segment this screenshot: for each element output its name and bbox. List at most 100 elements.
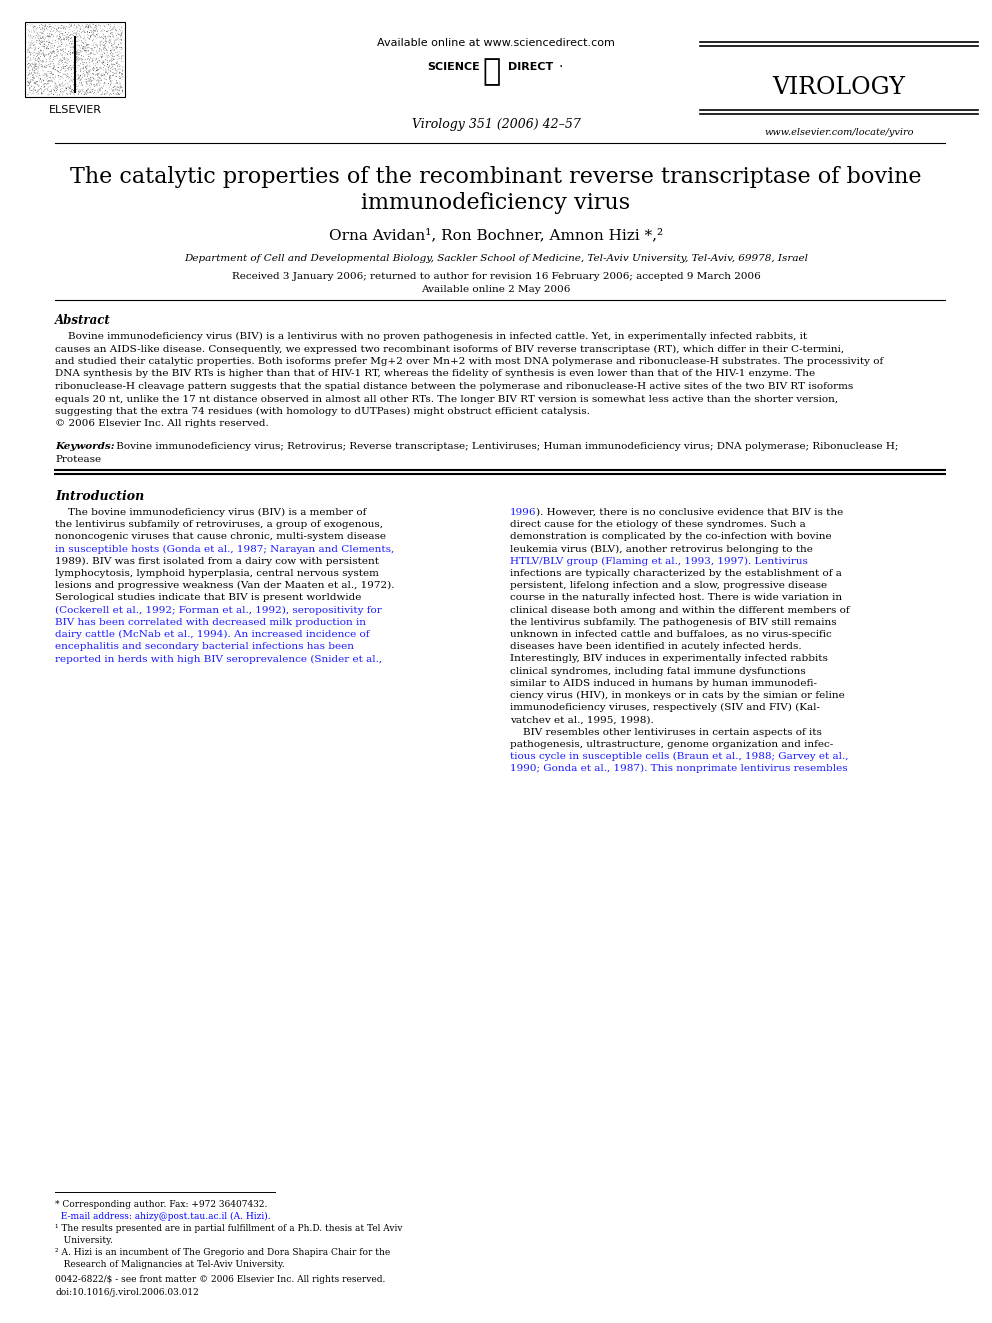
Point: [69, 46, 85, 67]
Point: [70, 15, 86, 36]
Point: [84, 62, 100, 83]
Point: [36, 28, 52, 49]
Point: [63, 57, 79, 78]
Point: [108, 75, 124, 97]
Point: [115, 61, 131, 82]
Point: [109, 56, 125, 77]
Point: [36, 36, 52, 57]
Point: [60, 32, 75, 53]
Point: [67, 33, 83, 54]
Point: [43, 33, 59, 54]
Point: [78, 42, 94, 64]
Point: [65, 25, 81, 46]
Point: [52, 85, 67, 106]
Point: [109, 61, 125, 82]
Point: [59, 78, 74, 99]
Point: [93, 25, 109, 46]
Point: [30, 24, 46, 45]
Point: [110, 21, 126, 42]
Point: [43, 75, 59, 97]
Point: [77, 16, 93, 37]
Point: [97, 60, 113, 81]
Point: [109, 56, 125, 77]
Point: [91, 15, 107, 36]
Point: [73, 73, 89, 94]
Point: [62, 52, 77, 73]
Point: [70, 69, 86, 90]
Text: encephalitis and secondary bacterial infections has been: encephalitis and secondary bacterial inf…: [55, 642, 354, 651]
Point: [97, 79, 113, 101]
Point: [81, 62, 97, 83]
Point: [35, 50, 51, 71]
Point: [77, 60, 93, 81]
Point: [103, 16, 119, 37]
Point: [104, 45, 120, 66]
Point: [81, 22, 97, 44]
Point: [92, 73, 108, 94]
Point: [90, 37, 106, 58]
Point: [27, 64, 43, 85]
Point: [112, 54, 128, 75]
Point: [52, 28, 67, 49]
Point: [104, 78, 120, 99]
Point: [50, 48, 65, 69]
Point: [114, 64, 130, 85]
Point: [88, 33, 104, 54]
Point: [103, 73, 119, 94]
Point: [52, 50, 67, 71]
Point: [66, 25, 82, 46]
Point: [83, 79, 99, 101]
Point: [79, 64, 95, 85]
Point: [32, 62, 48, 83]
Point: [64, 30, 80, 52]
Point: [70, 65, 86, 86]
Point: [20, 41, 36, 62]
Point: [33, 78, 49, 99]
Point: [34, 83, 50, 105]
Point: [84, 49, 100, 70]
Point: [26, 32, 42, 53]
Point: [21, 53, 37, 74]
Point: [48, 77, 63, 98]
Point: [59, 83, 74, 105]
Point: [96, 52, 112, 73]
Point: [99, 81, 115, 102]
Point: [36, 77, 52, 98]
Point: [76, 82, 92, 103]
Point: [72, 37, 88, 58]
Point: [111, 62, 127, 83]
Point: [35, 17, 51, 38]
Point: [47, 73, 62, 94]
Point: [68, 38, 84, 60]
Point: [60, 24, 75, 45]
Point: [66, 25, 82, 46]
Point: [69, 65, 85, 86]
Point: [94, 46, 110, 67]
Point: [112, 28, 128, 49]
Point: [55, 33, 70, 54]
Point: [115, 64, 131, 85]
Point: [44, 37, 60, 58]
Point: [87, 75, 103, 97]
Point: [44, 79, 60, 101]
Point: [66, 60, 82, 81]
Point: [72, 65, 88, 86]
Point: [22, 77, 38, 98]
Point: [107, 33, 123, 54]
Point: [68, 49, 84, 70]
Point: [34, 52, 50, 73]
Point: [22, 42, 38, 64]
Point: [49, 60, 64, 81]
Point: [54, 15, 69, 36]
Point: [79, 38, 95, 60]
Point: [21, 40, 37, 61]
Point: [96, 34, 112, 56]
Point: [66, 36, 82, 57]
Point: [39, 30, 55, 52]
Point: [85, 67, 101, 89]
Point: [62, 77, 78, 98]
Point: [37, 20, 53, 41]
Point: [80, 64, 96, 85]
Point: [113, 22, 129, 44]
Point: [94, 65, 110, 86]
